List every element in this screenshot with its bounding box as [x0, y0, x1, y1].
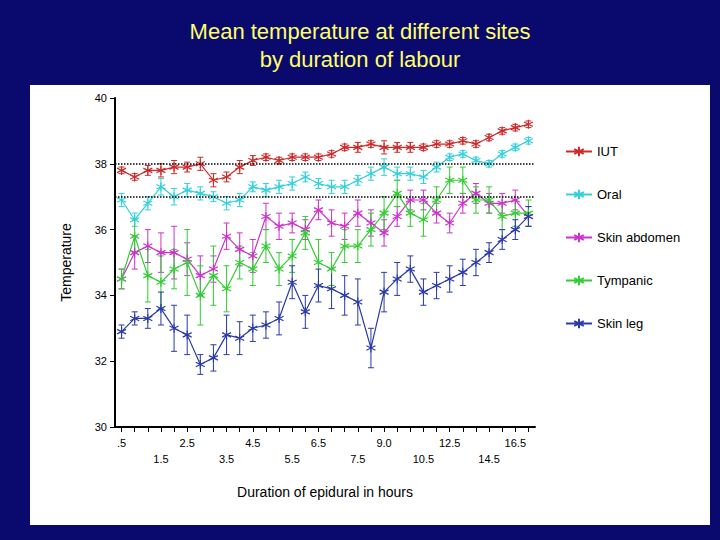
svg-text:Skin abdomen: Skin abdomen [597, 230, 680, 245]
svg-text:7.5: 7.5 [350, 453, 365, 465]
svg-text:32: 32 [95, 355, 107, 367]
svg-text:36: 36 [95, 224, 107, 236]
svg-text:5.5: 5.5 [285, 453, 300, 465]
svg-text:1.5: 1.5 [153, 453, 168, 465]
svg-text:12.5: 12.5 [439, 437, 460, 449]
svg-text:Duration of epidural in hours: Duration of epidural in hours [237, 484, 413, 500]
svg-text:6.5: 6.5 [311, 437, 326, 449]
svg-text:IUT: IUT [597, 144, 618, 159]
svg-text:3.5: 3.5 [219, 453, 234, 465]
svg-text:16.5: 16.5 [505, 437, 526, 449]
svg-text:Tympanic: Tympanic [597, 273, 653, 288]
svg-text:10.5: 10.5 [413, 453, 434, 465]
svg-text:Temperature: Temperature [58, 223, 74, 302]
svg-text:Mean temperature at different: Mean temperature at different sites [190, 19, 531, 44]
svg-text:Skin leg: Skin leg [597, 316, 643, 331]
svg-text:2.5: 2.5 [180, 437, 195, 449]
svg-text:14.5: 14.5 [478, 453, 499, 465]
svg-text:.5: .5 [117, 437, 126, 449]
svg-text:34: 34 [95, 289, 107, 301]
svg-text:by duration of labour: by duration of labour [260, 47, 461, 72]
svg-text:40: 40 [95, 92, 107, 104]
svg-text:38: 38 [95, 158, 107, 170]
svg-text:30: 30 [95, 421, 107, 433]
svg-text:Oral: Oral [597, 187, 622, 202]
svg-text:4.5: 4.5 [245, 437, 260, 449]
svg-text:9.0: 9.0 [376, 437, 391, 449]
